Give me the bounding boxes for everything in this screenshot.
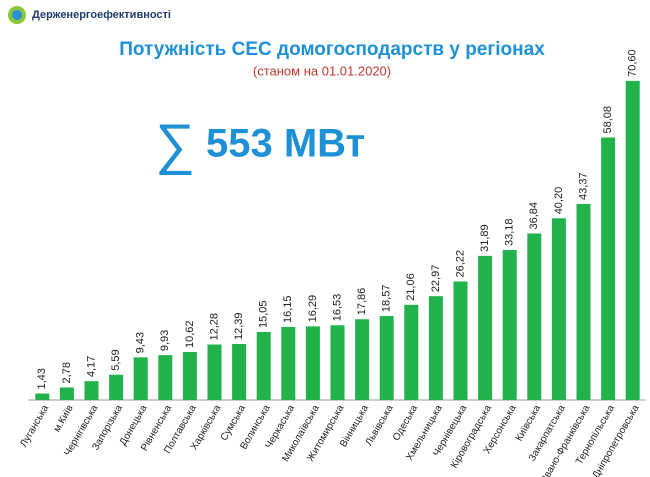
bar <box>256 331 271 400</box>
bar <box>379 316 394 400</box>
x-tick-label: м.Київ <box>52 403 76 434</box>
value-label: 5,59 <box>110 349 122 370</box>
bar <box>576 203 591 400</box>
value-label: 70,60 <box>627 49 639 77</box>
value-label: 10,62 <box>184 320 196 348</box>
logo: Держенергоефективності <box>8 6 171 24</box>
bar <box>625 80 640 400</box>
sum-symbol: ∑ <box>155 112 195 175</box>
value-label: 36,84 <box>528 202 540 230</box>
logo-text: Держенергоефективності <box>32 9 171 21</box>
bar <box>232 343 247 400</box>
value-label: 40,20 <box>553 187 565 215</box>
bar <box>207 344 222 400</box>
sum-text: 553 МВт <box>206 122 365 166</box>
value-label: 16,29 <box>307 295 319 323</box>
bar <box>109 374 124 400</box>
value-label: 1,43 <box>36 368 48 389</box>
chart-subtitle: (станом на 01.01.2020) <box>253 63 391 78</box>
value-label: 21,06 <box>405 273 417 301</box>
value-label: 12,28 <box>208 313 220 341</box>
value-label: 16,53 <box>331 294 343 322</box>
value-label: 2,78 <box>61 362 73 383</box>
bar <box>59 387 74 400</box>
value-label: 16,15 <box>282 295 294 323</box>
bar <box>355 319 370 400</box>
value-label: 15,05 <box>258 300 270 328</box>
logo-icon-inner <box>12 10 22 20</box>
bar <box>84 381 99 400</box>
value-label: 26,22 <box>454 250 466 278</box>
value-label: 9,43 <box>135 332 147 353</box>
value-label: 9,93 <box>159 330 171 351</box>
bar <box>281 327 296 400</box>
bar <box>551 218 566 400</box>
value-label: 18,57 <box>381 285 393 313</box>
value-label: 17,86 <box>356 288 368 316</box>
bar <box>35 393 50 400</box>
value-label: 43,37 <box>577 172 589 200</box>
bar <box>601 137 616 400</box>
value-label: 22,97 <box>430 265 442 293</box>
value-label: 12,39 <box>233 312 245 340</box>
bar <box>305 326 320 400</box>
bar <box>527 233 542 400</box>
bar <box>478 255 493 400</box>
value-label: 4,17 <box>85 356 97 377</box>
value-label: 31,89 <box>479 224 491 252</box>
bar <box>428 296 443 400</box>
bar <box>453 281 468 400</box>
bar <box>330 325 345 400</box>
value-label: 33,18 <box>504 218 516 246</box>
chart-title: Потужність СЕС домогосподарств у регіона… <box>119 39 545 60</box>
bar <box>502 250 517 400</box>
x-tick-label: Луганська <box>18 403 51 449</box>
value-label: 58,08 <box>602 106 614 134</box>
bar <box>158 355 173 400</box>
bar <box>133 357 148 400</box>
bar <box>404 304 419 400</box>
bar <box>182 351 197 400</box>
